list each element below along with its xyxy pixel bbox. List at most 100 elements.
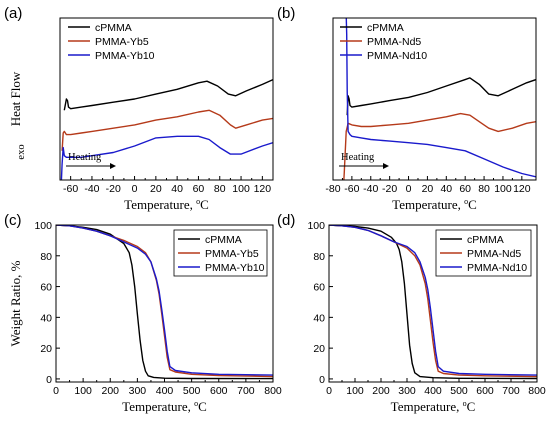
legend-label: cPMMA <box>205 234 242 246</box>
x-tick-label: 200 <box>101 385 119 397</box>
heating-arrow-head <box>383 163 389 169</box>
legend-label: PMMA-Nd10 <box>367 50 427 62</box>
series-line-pmma-nd5 <box>343 112 536 180</box>
x-axis-title-unit: C <box>198 399 207 414</box>
y-tick-label: 100 <box>34 220 52 232</box>
x-tick-label: -40 <box>363 183 378 195</box>
legend: cPMMA PMMA-Yb5 PMMA-Yb10 <box>68 22 155 62</box>
x-tick-label: 200 <box>372 385 390 397</box>
y-tick-label: 80 <box>40 251 52 263</box>
x-tick-label: 120 <box>513 183 531 195</box>
legend-label: PMMA-Yb10 <box>95 50 155 62</box>
chart-panel-4: (d) 0 100 200 300 400 500 600 700 800 0 20 40 60 80 100… <box>277 212 546 414</box>
x-tick-label: 20 <box>150 183 162 195</box>
plot-frame <box>332 17 537 181</box>
x-tick-label: -20 <box>382 183 397 195</box>
x-axis-title-unit: C <box>467 399 476 414</box>
x-tick-label: 40 <box>440 183 452 195</box>
x-tick-label: 100 <box>74 385 92 397</box>
series-group <box>329 225 537 380</box>
y-tick-label: 60 <box>40 282 52 294</box>
panel-letter: (a) <box>4 5 22 22</box>
panel-letter: (b) <box>277 5 295 22</box>
legend-label: PMMA-Nd5 <box>467 248 521 260</box>
legend: cPMMA PMMA-Yb5 PMMA-Yb10 <box>173 229 268 277</box>
x-axis-title-unit: C <box>200 197 209 212</box>
x-tick-label: 600 <box>210 385 228 397</box>
x-tick-label: 400 <box>156 385 174 397</box>
panel-letter: (d) <box>277 212 295 229</box>
y-tick-label: 40 <box>313 312 325 324</box>
y-tick-label: 60 <box>313 282 325 294</box>
series-line-pmma-yb5 <box>61 109 273 151</box>
x-tick-label: 60 <box>193 183 205 195</box>
x-tick-label: 500 <box>183 385 201 397</box>
x-axis-title-degree: o <box>196 197 200 206</box>
x-tick-label: 800 <box>528 385 546 397</box>
x-tick-label: 500 <box>450 385 468 397</box>
x-tick-label: 400 <box>424 385 442 397</box>
x-axis-title-degree: o <box>194 399 198 408</box>
x-tick-label: 0 <box>326 385 332 397</box>
legend-label: cPMMA <box>95 22 132 34</box>
chart-panel-1: (a) -60 -40 -20 0 20 40 60 80 100 120 Temperature, … <box>4 5 274 212</box>
heating-annotation: Heating <box>341 152 375 163</box>
x-tick-label: 800 <box>264 385 282 397</box>
x-tick-label: 100 <box>232 183 250 195</box>
x-axis-title-degree: o <box>463 399 467 408</box>
x-tick-label: 100 <box>346 385 364 397</box>
legend: cPMMA PMMA-Nd5 PMMA-Nd10 <box>340 22 427 62</box>
y-tick-label: 80 <box>313 251 325 263</box>
series-line-pmma-nd10 <box>329 225 537 376</box>
legend-label: PMMA-Nd5 <box>367 36 421 48</box>
y-tick-label: 0 <box>319 374 325 386</box>
x-tick-label: 40 <box>171 183 183 195</box>
x-axis-title: Temperature, oC <box>391 399 476 414</box>
x-tick-label: -80 <box>325 183 340 195</box>
legend-label: PMMA-Yb5 <box>95 36 149 48</box>
series-line-pmma-yb10 <box>60 135 273 180</box>
series-line-cpmma <box>329 225 537 380</box>
y-tick-label: 100 <box>307 220 325 232</box>
panel-letter: (c) <box>4 212 22 229</box>
x-tick-label: -40 <box>84 183 99 195</box>
y-tick-label: 20 <box>40 343 52 355</box>
x-tick-label: 0 <box>53 385 59 397</box>
x-tick-label: 0 <box>132 183 138 195</box>
y-axis-title: Weight Ratio, % <box>8 260 23 346</box>
x-axis-title-degree: o <box>464 197 468 206</box>
y-axis-title: Heat Flow <box>8 71 23 126</box>
x-axis-title-text: Temperature, <box>122 399 194 414</box>
x-tick-label: -20 <box>106 183 121 195</box>
x-axis-title-text: Temperature, <box>391 399 463 414</box>
x-tick-label: 120 <box>254 183 272 195</box>
legend-label: PMMA-Yb10 <box>205 262 265 274</box>
legend: cPMMA PMMA-Nd5 PMMA-Nd10 <box>435 229 532 277</box>
x-tick-label: 300 <box>129 385 147 397</box>
series-group <box>60 78 273 180</box>
y-tick-label: 0 <box>46 374 52 386</box>
x-axis-title: Temperature, oC <box>124 197 209 212</box>
series-line-pmma-yb10 <box>56 225 273 376</box>
series-line-cpmma <box>63 78 273 111</box>
x-tick-label: 20 <box>422 183 434 195</box>
x-tick-label: -60 <box>63 183 78 195</box>
y-tick-label: 20 <box>313 343 325 355</box>
x-tick-label: 80 <box>478 183 490 195</box>
x-tick-label: 60 <box>459 183 471 195</box>
x-tick-label: -60 <box>344 183 359 195</box>
x-axis-title-unit: C <box>468 197 477 212</box>
chart-panel-3: (c) 0 100 200 300 400 500 600 700 800 0 20 40 60 80 100… <box>4 212 282 414</box>
x-tick-label: 100 <box>494 183 512 195</box>
series-line-cpmma <box>56 225 273 380</box>
y-tick-label: 40 <box>40 312 52 324</box>
series-group <box>56 225 273 380</box>
legend-label: PMMA-Nd10 <box>467 262 527 274</box>
x-axis-title-text: Temperature, <box>392 197 464 212</box>
x-axis-title: Temperature, oC <box>122 399 207 414</box>
legend-label: cPMMA <box>467 234 504 246</box>
x-tick-label: 600 <box>476 385 494 397</box>
series-group <box>343 18 536 180</box>
x-tick-label: 700 <box>502 385 520 397</box>
